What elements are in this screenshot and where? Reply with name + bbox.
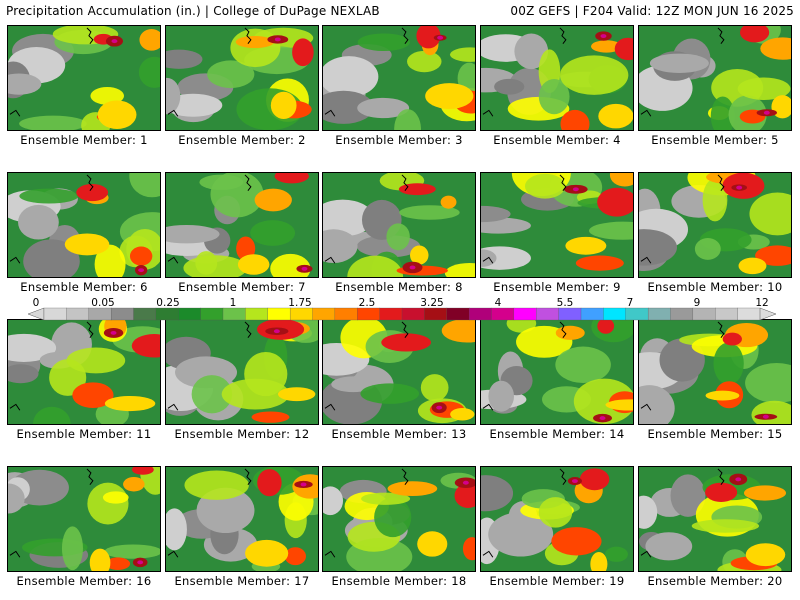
colorbar-swatch (267, 307, 291, 321)
colorbar-swatch (715, 307, 739, 321)
colorbar-swatch (692, 307, 716, 321)
ensemble-member-label: Ensemble Member: 3 (335, 133, 463, 147)
ensemble-member-label: Ensemble Member: 11 (16, 427, 152, 441)
colorbar-swatch (88, 307, 112, 321)
ensemble-map-16 (7, 466, 161, 572)
ensemble-member-label: Ensemble Member: 7 (178, 280, 306, 294)
ensemble-map-7 (165, 172, 319, 278)
colorbar-right-arrow (759, 307, 776, 321)
colorbar-tick-label: 0 (32, 297, 40, 309)
colorbar-swatch (200, 307, 224, 321)
ensemble-map-10 (638, 172, 792, 278)
ensemble-map-1 (7, 25, 161, 131)
precipitation-colorbar (28, 307, 776, 321)
ensemble-member-label: Ensemble Member: 19 (489, 574, 625, 588)
ensemble-map-20 (638, 466, 792, 572)
ensemble-map-9 (480, 172, 634, 278)
ensemble-member-label: Ensemble Member: 12 (174, 427, 310, 441)
colorbar-tick-label: 3.25 (420, 297, 444, 309)
colorbar-tick-label: 4 (494, 297, 502, 309)
colorbar-tick-label: 5.5 (556, 297, 574, 309)
colorbar-swatch (647, 307, 671, 321)
ensemble-member-label: Ensemble Member: 4 (493, 133, 621, 147)
colorbar-swatch (558, 307, 582, 321)
ensemble-map-15 (638, 319, 792, 425)
colorbar-swatch (424, 307, 448, 321)
colorbar-tick-label: 0.25 (156, 297, 180, 309)
colorbar-swatch (491, 307, 515, 321)
colorbar-swatch (334, 307, 358, 321)
ensemble-member-label: Ensemble Member: 10 (647, 280, 783, 294)
ensemble-member-label: Ensemble Member: 8 (335, 280, 463, 294)
colorbar-swatch (401, 307, 425, 321)
ensemble-member-label: Ensemble Member: 18 (331, 574, 467, 588)
colorbar-swatch (603, 307, 627, 321)
colorbar-swatch (513, 307, 537, 321)
ensemble-member-label: Ensemble Member: 6 (20, 280, 148, 294)
ensemble-member-label: Ensemble Member: 14 (489, 427, 625, 441)
ensemble-member-label: Ensemble Member: 9 (493, 280, 621, 294)
ensemble-map-12 (165, 319, 319, 425)
ensemble-member-label: Ensemble Member: 17 (174, 574, 310, 588)
ensemble-member-label: Ensemble Member: 20 (647, 574, 783, 588)
colorbar-tick-label: 2.5 (358, 297, 376, 309)
colorbar-swatch (446, 307, 470, 321)
colorbar-tick-label: 1.75 (288, 297, 312, 309)
model-run-valid-time: 00Z GEFS | F204 Valid: 12Z MON JUN 16 20… (510, 4, 794, 18)
ensemble-map-3 (322, 25, 476, 131)
colorbar-swatch (468, 307, 492, 321)
ensemble-member-label: Ensemble Member: 1 (20, 133, 148, 147)
ensemble-map-14 (480, 319, 634, 425)
colorbar-swatch (737, 307, 761, 321)
ensemble-member-label: Ensemble Member: 5 (651, 133, 779, 147)
ensemble-map-4 (480, 25, 634, 131)
ensemble-map-8 (322, 172, 476, 278)
colorbar-swatch (222, 307, 246, 321)
ensemble-map-11 (7, 319, 161, 425)
colorbar-swatch (625, 307, 649, 321)
colorbar-swatch (357, 307, 381, 321)
colorbar-swatch (670, 307, 694, 321)
page-title: Precipitation Accumulation (in.) | Colle… (6, 4, 380, 18)
ensemble-map-18 (322, 466, 476, 572)
colorbar-tick-label: 0.05 (91, 297, 115, 309)
colorbar-swatch (133, 307, 157, 321)
colorbar-swatch (379, 307, 403, 321)
ensemble-member-label: Ensemble Member: 15 (647, 427, 783, 441)
ensemble-map-13 (322, 319, 476, 425)
colorbar-tick-label: 1 (229, 297, 237, 309)
ensemble-member-label: Ensemble Member: 13 (331, 427, 467, 441)
colorbar-swatch (178, 307, 202, 321)
ensemble-map-19 (480, 466, 634, 572)
colorbar-swatch (66, 307, 90, 321)
colorbar-tick-label: 12 (755, 297, 769, 309)
colorbar-swatch (312, 307, 336, 321)
ensemble-map-6 (7, 172, 161, 278)
colorbar-swatch (43, 307, 67, 321)
colorbar-tick-labels: 0 0.05 0.25 1 1.75 2.5 3.25 4 5.5 7 9 12 (0, 297, 800, 309)
colorbar-swatch (110, 307, 134, 321)
ensemble-map-17 (165, 466, 319, 572)
colorbar-left-arrow (28, 307, 45, 321)
colorbar-swatch (536, 307, 560, 321)
colorbar-swatch (155, 307, 179, 321)
ensemble-member-label: Ensemble Member: 2 (178, 133, 306, 147)
colorbar-swatch (289, 307, 313, 321)
ensemble-map-5 (638, 25, 792, 131)
colorbar-tick-label: 7 (626, 297, 634, 309)
colorbar-swatch (245, 307, 269, 321)
ensemble-map-2 (165, 25, 319, 131)
colorbar-swatch (580, 307, 604, 321)
ensemble-member-label: Ensemble Member: 16 (16, 574, 152, 588)
colorbar-tick-label: 9 (693, 297, 701, 309)
